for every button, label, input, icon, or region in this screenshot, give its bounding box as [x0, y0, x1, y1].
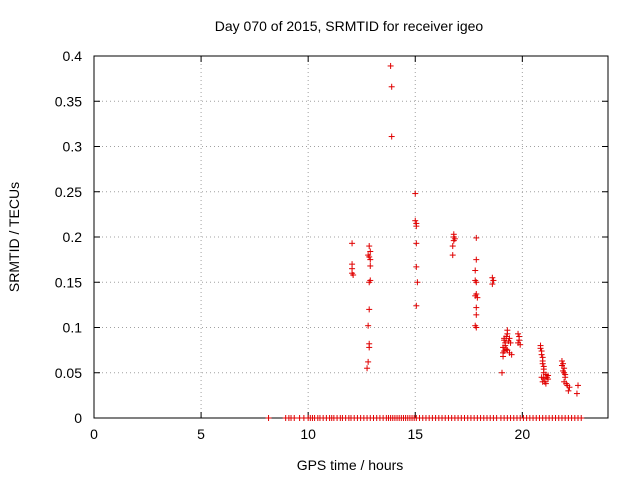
data-point [265, 415, 272, 421]
data-point [366, 306, 373, 313]
data-point [472, 267, 479, 274]
data-point [414, 279, 421, 286]
data-point [503, 333, 510, 340]
data-point [498, 369, 505, 376]
data-point [473, 279, 480, 286]
y-tick-label: 0.3 [63, 139, 83, 155]
data-point [473, 311, 480, 318]
x-tick-label: 10 [300, 426, 316, 442]
data-point [515, 330, 522, 337]
data-point [539, 360, 546, 367]
data-point [449, 243, 456, 250]
data-point [538, 351, 545, 358]
data-point [506, 335, 513, 342]
data-point [507, 339, 514, 346]
data-point [366, 340, 373, 347]
data-point [516, 337, 523, 344]
data-points [265, 62, 585, 421]
data-point [542, 380, 549, 387]
data-point [450, 231, 457, 238]
y-tick-labels: 0 0.05 0.1 0.15 0.2 0.25 0.3 0.35 0.4 [55, 48, 82, 426]
data-point [473, 324, 480, 331]
data-point [537, 345, 544, 352]
data-point [413, 263, 420, 270]
axis-ticks [93, 55, 608, 419]
data-point [388, 83, 395, 90]
data-point [412, 217, 419, 224]
y-tick-label: 0.15 [55, 274, 82, 290]
data-point [473, 304, 480, 311]
data-point [365, 322, 372, 329]
data-point [413, 302, 420, 309]
data-point [388, 133, 395, 140]
data-point [517, 341, 524, 348]
data-point [413, 240, 420, 247]
data-point [578, 415, 585, 421]
data-point [503, 346, 510, 353]
data-point [575, 382, 582, 389]
chart-title: Day 070 of 2015, SRMTID for receiver ige… [215, 18, 484, 34]
data-point [350, 272, 357, 279]
data-point [490, 277, 497, 284]
data-point [502, 339, 509, 346]
data-point [545, 372, 552, 379]
data-point [367, 277, 374, 284]
y-tick-label: 0.05 [55, 365, 82, 381]
data-point [474, 294, 481, 301]
data-point [565, 387, 572, 394]
data-point [412, 190, 419, 197]
y-axis-label: SRMTID / TECUs [6, 182, 22, 292]
data-point [473, 256, 480, 263]
y-tick-label: 0.1 [63, 320, 83, 336]
data-point [451, 235, 458, 242]
data-point [489, 281, 496, 288]
x-tick-labels: 0 5 10 15 20 [90, 426, 530, 442]
data-point [504, 327, 511, 334]
data-point [473, 234, 480, 241]
data-point [449, 252, 456, 259]
data-point [387, 62, 394, 69]
data-point [364, 365, 371, 372]
data-point [504, 347, 511, 354]
y-tick-label: 0.2 [63, 229, 83, 245]
x-tick-label: 0 [90, 426, 98, 442]
data-point [501, 337, 508, 344]
x-tick-label: 20 [515, 426, 531, 442]
data-point [366, 253, 373, 260]
x-tick-label: 5 [197, 426, 205, 442]
y-tick-label: 0.4 [63, 48, 83, 64]
data-point [367, 248, 374, 255]
y-tick-label: 0 [74, 410, 82, 426]
data-point [366, 243, 373, 250]
data-point [508, 351, 515, 358]
data-point [489, 274, 496, 281]
data-point [367, 262, 374, 269]
y-tick-label: 0.35 [55, 93, 82, 109]
data-point [367, 256, 374, 263]
data-point [349, 240, 356, 247]
data-point [291, 415, 298, 421]
data-point [540, 375, 547, 382]
data-point [566, 384, 573, 391]
y-tick-label: 0.25 [55, 184, 82, 200]
data-point [539, 378, 546, 385]
data-point [413, 223, 420, 230]
data-point [365, 358, 372, 365]
grid [94, 56, 608, 418]
x-axis-label: GPS time / hours [297, 457, 404, 473]
x-tick-label: 15 [407, 426, 423, 442]
data-point [562, 374, 569, 381]
data-point [573, 390, 580, 397]
